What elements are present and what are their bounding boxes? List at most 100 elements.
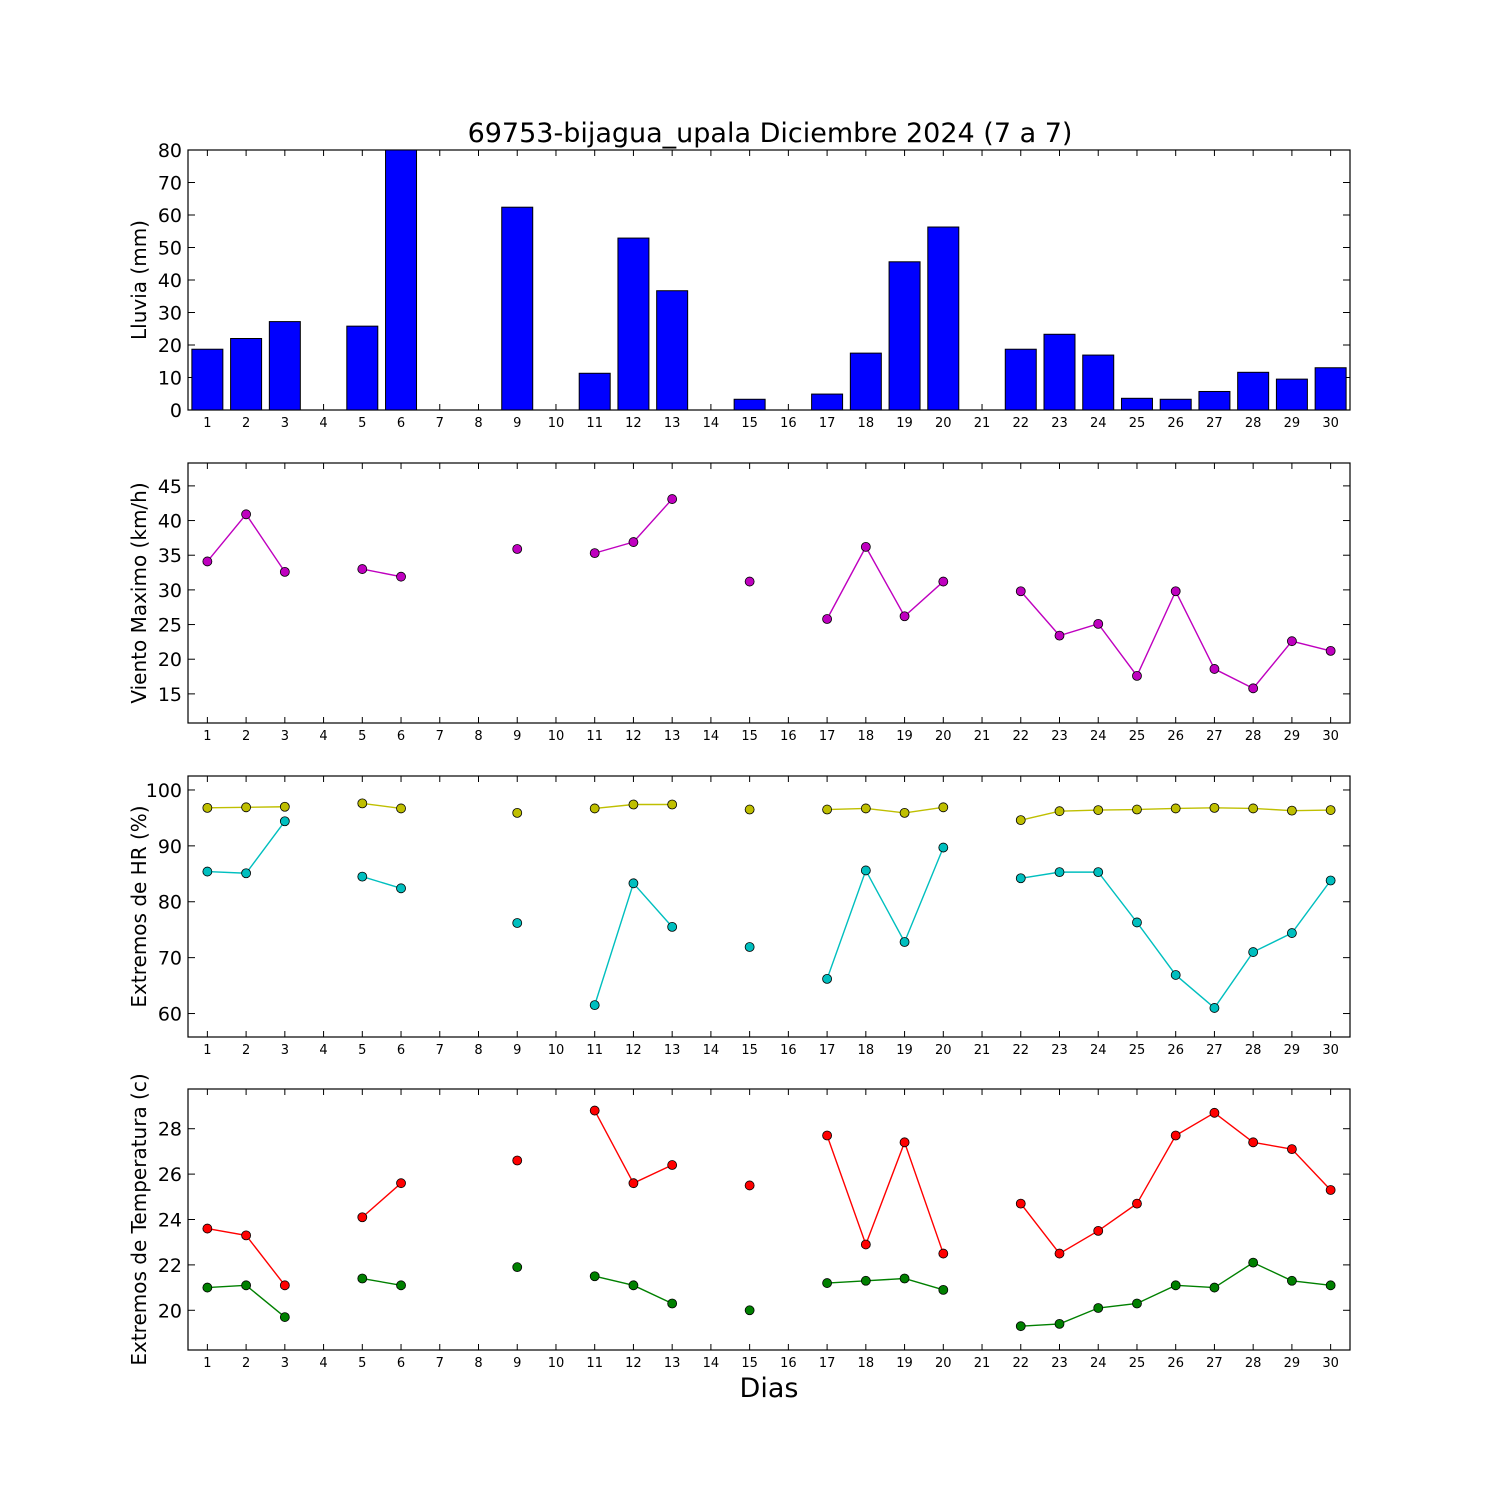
x-tick-label: 3 — [281, 416, 289, 431]
series-line — [1020, 589, 1331, 690]
x-tick-label: 11 — [586, 729, 603, 744]
data-point — [822, 1130, 832, 1141]
data-point — [1209, 1003, 1220, 1013]
series-line — [362, 1277, 402, 1287]
x-tick-label: 1 — [203, 1356, 211, 1371]
x-tick-label: 18 — [858, 416, 875, 431]
x-tick-label: 18 — [858, 1356, 875, 1371]
data-layer — [202, 798, 1336, 1013]
x-tick-label: 9 — [513, 1356, 521, 1371]
data-point — [1132, 804, 1142, 815]
x-tick-label: 1 — [203, 1043, 211, 1058]
x-tick-label: 10 — [548, 416, 565, 431]
x-tick-label: 28 — [1245, 729, 1262, 744]
data-point — [1093, 1225, 1104, 1236]
data-point — [899, 1273, 910, 1284]
data-point — [822, 1278, 832, 1288]
data-point — [1248, 1137, 1259, 1148]
x-tick-label: 2 — [242, 729, 250, 744]
y-tick-label: 15 — [158, 684, 182, 706]
series-line — [1020, 1261, 1331, 1327]
data-point — [357, 1212, 368, 1223]
x-tick-label: 7 — [436, 1043, 444, 1058]
data-point — [1287, 1144, 1297, 1155]
x-tick-label: 29 — [1284, 1043, 1301, 1058]
series-line — [361, 1182, 402, 1218]
x-tick-label: 26 — [1167, 1356, 1184, 1371]
data-point — [241, 802, 252, 813]
data-point — [512, 1155, 523, 1166]
series-line — [207, 820, 286, 874]
x-tick-label: 22 — [1012, 1043, 1029, 1058]
data-point — [1015, 1198, 1026, 1209]
rain-bar — [1082, 354, 1115, 410]
x-tick-label: 17 — [819, 416, 836, 431]
data-point — [744, 1305, 755, 1316]
data-point — [202, 1282, 213, 1293]
data-point — [589, 803, 600, 814]
x-tick-label: 15 — [741, 1043, 758, 1058]
series-line — [362, 568, 402, 578]
x-tick-label: 24 — [1090, 416, 1107, 431]
rain-bar — [1004, 348, 1037, 410]
x-tick-label: 4 — [319, 1356, 327, 1371]
data-point — [1209, 802, 1220, 813]
x-tick-label: 26 — [1167, 416, 1184, 431]
x-tick-label: 10 — [548, 1356, 565, 1371]
chart-title: 69753-bijagua_upala Diciembre 2024 (7 a … — [468, 118, 1073, 149]
data-point — [667, 1160, 678, 1170]
data-point — [1093, 1303, 1104, 1313]
x-tick-label: 12 — [625, 729, 642, 744]
x-tick-label: 4 — [319, 416, 327, 431]
rain-bar — [733, 398, 766, 410]
x-tick-label: 19 — [896, 1043, 913, 1058]
data-point — [279, 801, 290, 812]
y-tick-label: 80 — [158, 892, 182, 914]
x-tick-label: 26 — [1167, 1043, 1184, 1058]
data-point — [938, 1248, 949, 1259]
data-point — [860, 541, 871, 552]
data-point — [628, 878, 639, 889]
plot-frame — [187, 775, 1351, 1038]
data-point — [938, 576, 949, 587]
data-point — [1170, 586, 1181, 597]
data-point — [1132, 1198, 1142, 1209]
x-tick-label: 22 — [1012, 416, 1029, 431]
data-point — [667, 799, 678, 810]
x-tick-label: 11 — [586, 1043, 603, 1058]
x-tick-label: 8 — [474, 729, 482, 744]
data-point — [1248, 1257, 1259, 1268]
rain-bar — [811, 393, 844, 410]
data-point — [860, 1275, 871, 1286]
data-layer — [202, 494, 1336, 694]
data-layer — [202, 1105, 1336, 1332]
data-point — [744, 1180, 755, 1191]
data-point — [860, 1239, 871, 1250]
x-tick-label: 15 — [741, 416, 758, 431]
rain-bar — [1237, 371, 1270, 410]
y-tick-label: 70 — [158, 173, 182, 195]
y-tick-label: 26 — [158, 1164, 182, 1186]
x-tick-label: 16 — [780, 1043, 797, 1058]
data-point — [241, 868, 252, 879]
data-point — [1015, 815, 1026, 826]
y-tick-label: 25 — [158, 615, 182, 637]
y-tick-label: 70 — [158, 948, 182, 970]
data-point — [1287, 928, 1297, 938]
data-point — [667, 1298, 678, 1309]
data-layer — [191, 150, 1347, 410]
x-tick-label: 30 — [1322, 1043, 1339, 1058]
x-tick-label: 11 — [586, 416, 603, 431]
y-tick-label: 35 — [158, 545, 182, 567]
data-point — [589, 1000, 600, 1011]
data-point — [1132, 1298, 1142, 1309]
data-point — [628, 537, 639, 547]
x-tick-label: 6 — [397, 729, 405, 744]
y-tick-label: 20 — [158, 335, 182, 357]
y-axis-label: Viento Maximo (km/h) — [127, 482, 151, 703]
data-point — [1054, 1319, 1065, 1329]
data-point — [202, 866, 213, 877]
x-tick-label: 7 — [436, 1356, 444, 1371]
x-tick-label: 29 — [1284, 729, 1301, 744]
